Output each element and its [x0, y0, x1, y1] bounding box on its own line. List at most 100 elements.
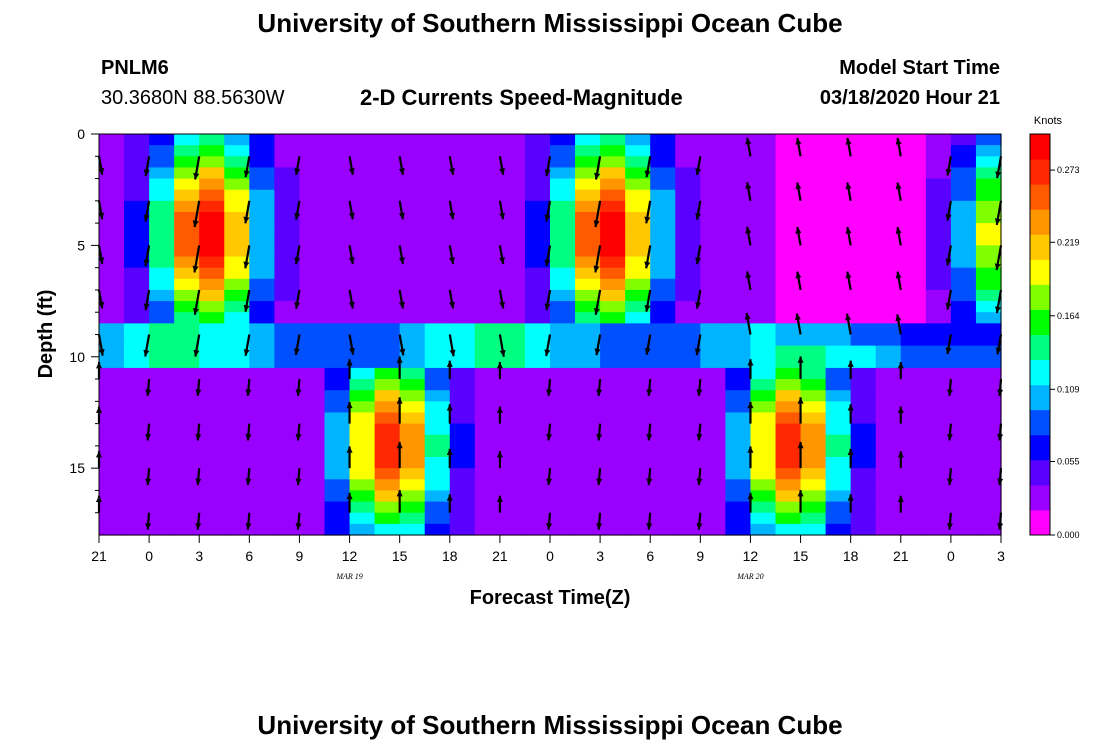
current-vector-head [593, 308, 600, 315]
heatmap-cell [449, 211, 476, 224]
heatmap-cell [499, 501, 526, 514]
heatmap-cell [550, 312, 576, 324]
heatmap-cell [99, 334, 125, 347]
heatmap-cell [124, 301, 150, 313]
current-vector-head [797, 441, 804, 449]
heatmap-cell [750, 490, 777, 503]
heatmap-cell [124, 445, 150, 458]
heatmap-cell [99, 178, 125, 191]
heatmap-cell [575, 278, 601, 291]
heatmap-cell [374, 367, 401, 380]
heatmap-cell [449, 501, 476, 514]
heatmap-cell [950, 234, 977, 246]
heatmap-cell [550, 167, 576, 180]
heatmap-cell [775, 234, 802, 246]
heatmap-cell [149, 312, 175, 324]
heatmap-cell [975, 501, 1002, 514]
heatmap-cell [199, 178, 225, 191]
heatmap-cell [299, 145, 326, 157]
heatmap-cell [174, 367, 200, 380]
heatmap-cell [374, 167, 401, 180]
heatmap-cell [700, 434, 726, 447]
heatmap-cell [825, 401, 852, 414]
heatmap-cell [700, 457, 726, 469]
heatmap-cell [600, 178, 626, 191]
heatmap-cell [474, 267, 501, 280]
heatmap-cell [625, 245, 651, 258]
heatmap-cell [550, 211, 576, 224]
current-vector-head [499, 301, 506, 309]
heatmap-cell [625, 134, 651, 146]
heatmap-cell [524, 334, 551, 347]
heatmap-cell [675, 479, 701, 492]
heatmap-cell [174, 390, 200, 402]
heatmap-cell [124, 334, 150, 347]
heatmap-cell [274, 345, 301, 358]
heatmap-cell [675, 267, 701, 280]
heatmap-cell [374, 334, 401, 347]
heatmap-cell [299, 301, 326, 313]
heatmap-cell [324, 167, 351, 180]
heatmap-cell [625, 200, 651, 213]
heatmap-cell [850, 134, 877, 146]
heatmap-cell [149, 457, 175, 469]
heatmap-cell [199, 468, 225, 480]
heatmap-cell [600, 134, 626, 146]
current-vector-head [845, 271, 852, 279]
heatmap-cell [524, 479, 551, 492]
heatmap-cell [199, 234, 225, 246]
heatmap-cell [349, 267, 376, 280]
heatmap-cell [825, 501, 852, 514]
heatmap-cell [399, 523, 426, 536]
heatmap-cell [800, 134, 827, 146]
heatmap-cell [474, 401, 501, 414]
heatmap-cell [374, 145, 401, 157]
x-tick-label: 0 [145, 548, 153, 564]
current-vector-head [845, 227, 852, 234]
current-vector-head [98, 168, 105, 175]
heatmap-cell [449, 223, 476, 235]
heatmap-cell [725, 501, 752, 514]
heatmap-cell [700, 301, 726, 313]
heatmap-cell [299, 490, 326, 503]
heatmap-cell [850, 301, 877, 313]
heatmap-cell [524, 445, 551, 458]
heatmap-cell [449, 167, 476, 180]
heatmap-cell [700, 200, 726, 213]
heatmap-cell [725, 390, 752, 402]
heatmap-cell [725, 345, 752, 358]
heatmap-cell [900, 412, 927, 425]
heatmap-cell [750, 345, 777, 358]
heatmap-cell [575, 156, 601, 169]
heatmap-cell [900, 479, 927, 492]
heatmap-cell [399, 223, 426, 235]
heatmap-cell [124, 234, 150, 246]
x-tick-label: 21 [492, 548, 508, 564]
heatmap-cell [424, 256, 451, 269]
heatmap-cell [399, 189, 426, 202]
heatmap-cell [449, 512, 476, 525]
heatmap-cell [725, 178, 752, 191]
heatmap-cell [750, 401, 777, 414]
heatmap-cell [474, 312, 501, 324]
heatmap-cell [424, 134, 451, 146]
heatmap-cell [750, 267, 777, 280]
heatmap-cell [174, 479, 200, 492]
heatmap-cell [249, 278, 275, 291]
heatmap-cell [675, 390, 701, 402]
current-vector-head [845, 182, 852, 190]
heatmap-cell [550, 334, 576, 347]
current-vector-head [945, 258, 952, 266]
heatmap-cell [700, 501, 726, 514]
heatmap-cell [224, 189, 250, 202]
heatmap-cell [174, 334, 200, 347]
heatmap-cell [324, 156, 351, 169]
heatmap-cell [299, 334, 326, 347]
heatmap-cell [750, 278, 777, 291]
heatmap-cell [575, 512, 601, 525]
current-vector-head [294, 168, 301, 175]
heatmap-cell [324, 256, 351, 269]
current-vector-head [544, 214, 551, 222]
heatmap-cell [875, 345, 902, 358]
heatmap-cell [775, 490, 802, 503]
